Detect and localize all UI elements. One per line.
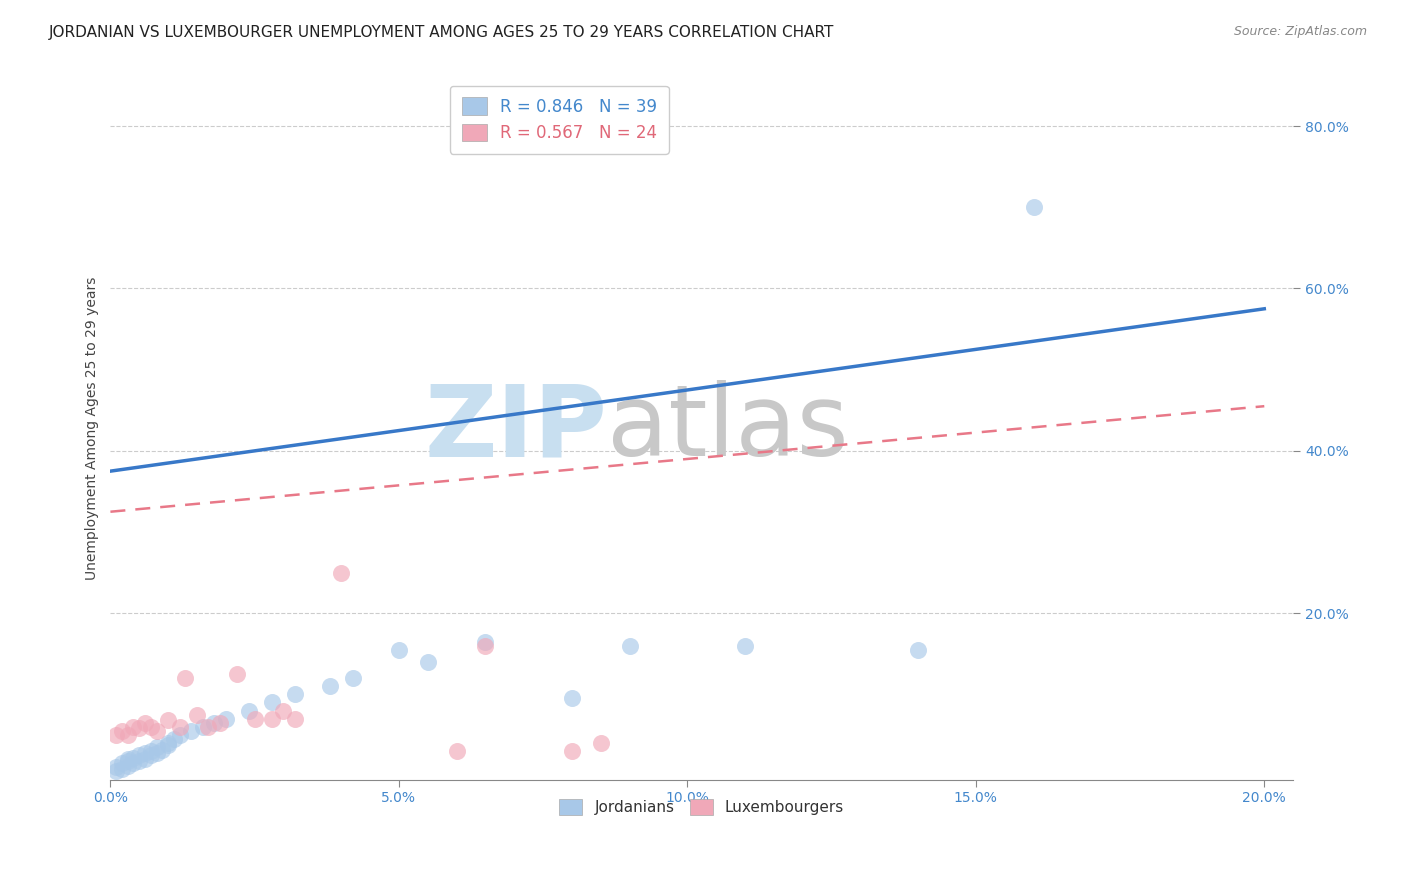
Point — [226, 667, 249, 681]
Point — [388, 642, 411, 657]
Point — [105, 764, 128, 779]
Point — [589, 736, 612, 750]
Point — [157, 714, 180, 728]
Point — [191, 720, 214, 734]
Point — [561, 744, 583, 758]
Legend: Jordanians, Luxembourgers: Jordanians, Luxembourgers — [550, 790, 853, 824]
Point — [139, 744, 162, 758]
Point — [117, 759, 139, 773]
Point — [111, 756, 134, 771]
Point — [238, 704, 260, 718]
Point — [134, 752, 156, 766]
Point — [128, 722, 150, 736]
Point — [111, 762, 134, 776]
Point — [122, 756, 145, 771]
Point — [260, 696, 283, 710]
Point — [330, 566, 353, 580]
Text: JORDANIAN VS LUXEMBOURGER UNEMPLOYMENT AMONG AGES 25 TO 29 YEARS CORRELATION CHA: JORDANIAN VS LUXEMBOURGER UNEMPLOYMENT A… — [49, 25, 835, 40]
Point — [157, 736, 180, 750]
Point — [169, 720, 191, 734]
Point — [342, 671, 364, 685]
Point — [260, 712, 283, 726]
Point — [284, 687, 307, 701]
Point — [139, 720, 162, 734]
Point — [202, 715, 225, 730]
Point — [1022, 200, 1045, 214]
Point — [122, 720, 145, 734]
Point — [134, 715, 156, 730]
Point — [105, 760, 128, 774]
Point — [117, 752, 139, 766]
Point — [150, 742, 173, 756]
Point — [128, 754, 150, 768]
Point — [134, 746, 156, 760]
Text: atlas: atlas — [607, 380, 849, 477]
Point — [169, 728, 191, 742]
Text: Source: ZipAtlas.com: Source: ZipAtlas.com — [1233, 25, 1367, 38]
Point — [111, 723, 134, 738]
Y-axis label: Unemployment Among Ages 25 to 29 years: Unemployment Among Ages 25 to 29 years — [86, 277, 100, 580]
Text: ZIP: ZIP — [425, 380, 607, 477]
Point — [474, 634, 496, 648]
Point — [128, 748, 150, 763]
Point — [139, 748, 162, 763]
Point — [243, 712, 266, 726]
Point — [105, 728, 128, 742]
Point — [318, 679, 340, 693]
Point — [446, 744, 468, 758]
Point — [117, 754, 139, 768]
Point — [474, 639, 496, 653]
Point — [145, 740, 167, 755]
Point — [215, 712, 238, 726]
Point — [180, 723, 202, 738]
Point — [561, 691, 583, 706]
Point — [186, 707, 208, 722]
Point — [907, 642, 929, 657]
Point — [145, 746, 167, 760]
Point — [174, 671, 197, 685]
Point — [284, 712, 307, 726]
Point — [208, 715, 231, 730]
Point — [734, 639, 756, 653]
Point — [197, 720, 219, 734]
Point — [157, 738, 180, 752]
Point — [122, 750, 145, 764]
Point — [163, 731, 186, 746]
Point — [145, 723, 167, 738]
Point — [619, 639, 641, 653]
Point — [416, 655, 439, 669]
Point — [117, 728, 139, 742]
Point — [273, 704, 295, 718]
